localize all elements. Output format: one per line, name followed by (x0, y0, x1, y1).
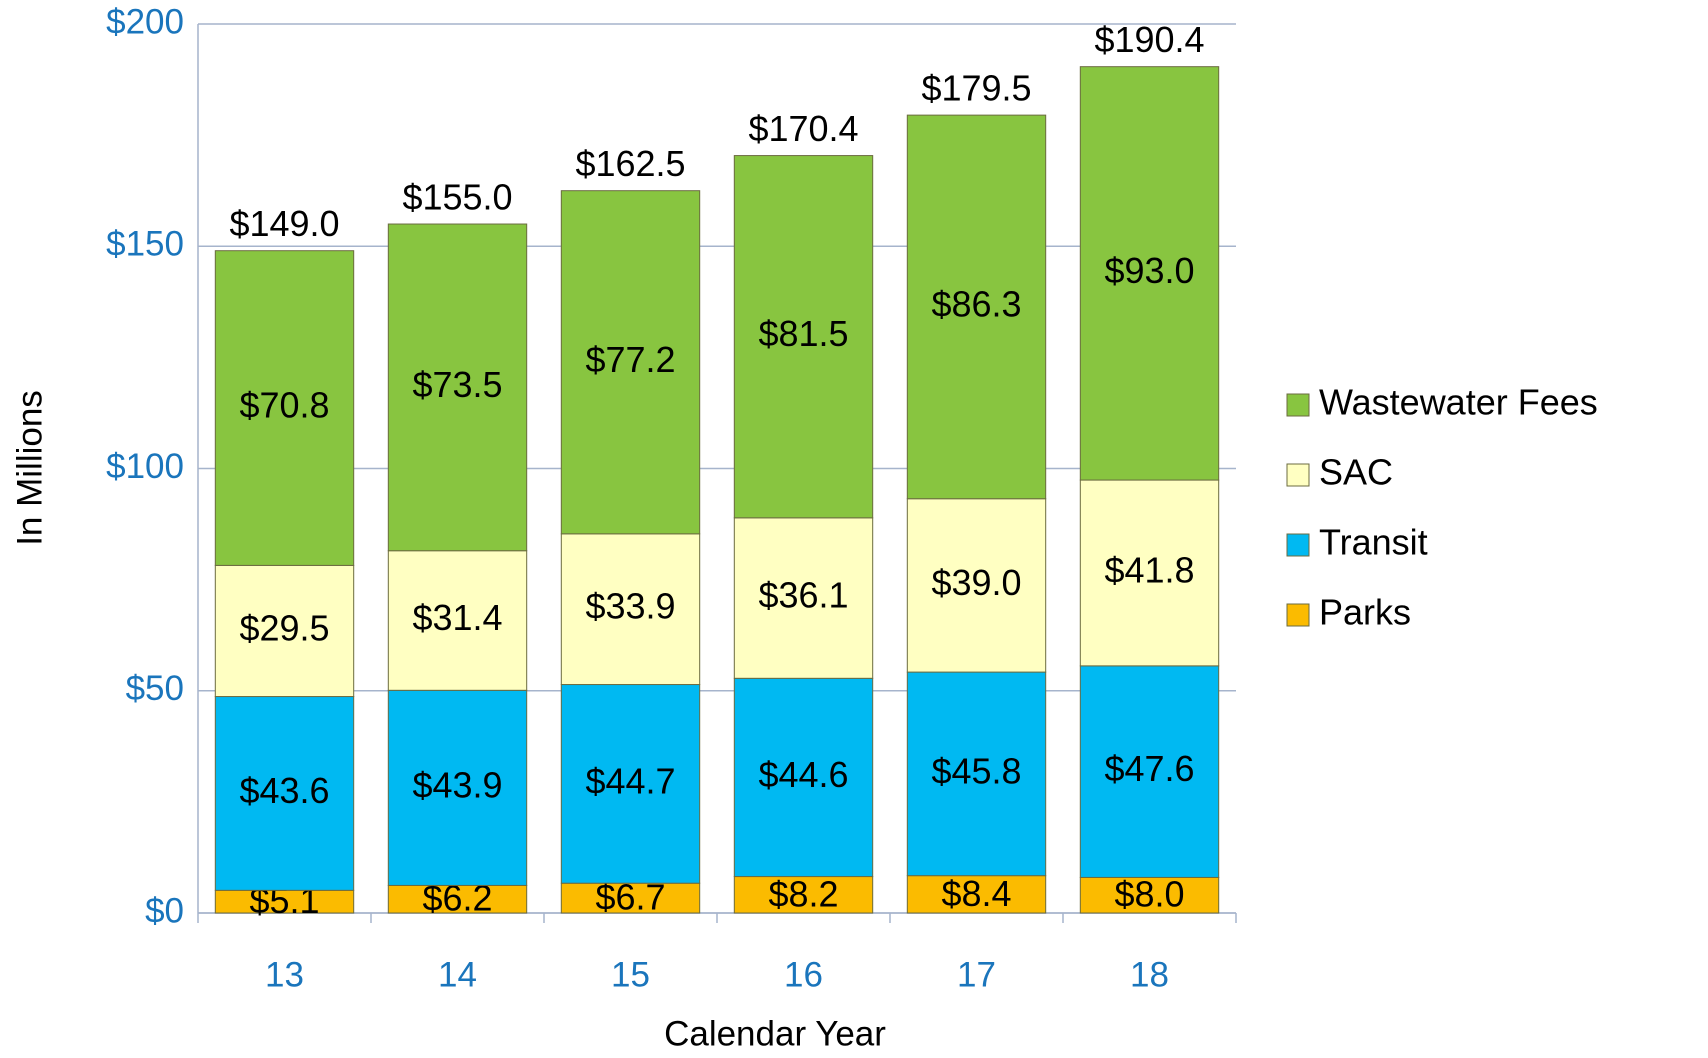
total-label: $149.0 (229, 203, 339, 244)
bar-segment (560, 684, 701, 884)
data-label: $8.4 (941, 873, 1011, 914)
bar-segment (560, 190, 701, 535)
legend-swatch (1286, 393, 1310, 417)
bar-segment (733, 876, 874, 914)
total-label: $162.5 (575, 143, 685, 184)
data-label: $39.0 (931, 562, 1021, 603)
data-label: $44.6 (758, 754, 848, 795)
x-tick-label: 14 (438, 955, 477, 994)
bar-segment (214, 564, 355, 698)
data-label: $43.9 (412, 764, 502, 805)
bar-segment (733, 517, 874, 679)
bar-segment (733, 155, 874, 519)
total-label: $190.4 (1094, 19, 1204, 60)
total-label: $179.5 (921, 68, 1031, 109)
x-tick-label: 18 (1130, 955, 1169, 994)
data-label: $8.2 (768, 873, 838, 914)
data-label: $70.8 (239, 385, 329, 426)
bar-segment (1079, 665, 1220, 878)
data-label: $33.9 (585, 586, 675, 627)
data-label: $8.0 (1114, 874, 1184, 915)
bar-segment (560, 533, 701, 686)
legend-swatch (1286, 463, 1310, 487)
y-tick-label: $200 (106, 2, 184, 41)
y-tick-label: $150 (106, 225, 184, 264)
data-label: $31.4 (412, 597, 502, 638)
bar-segment (906, 671, 1047, 877)
bar-segment (214, 696, 355, 891)
total-label: $170.4 (748, 108, 858, 149)
bar-segment (387, 223, 528, 552)
bar-segment (214, 250, 355, 566)
data-label: $45.8 (931, 750, 1021, 791)
data-label: $29.5 (239, 607, 329, 648)
y-axis-label: In Millions (10, 390, 49, 546)
legend-label: Wastewater Fees (1319, 382, 1598, 423)
bar-segment (387, 550, 528, 691)
legend-label: Transit (1319, 522, 1428, 563)
data-label: $81.5 (758, 313, 848, 354)
data-label: $77.2 (585, 339, 675, 380)
data-label: $93.0 (1104, 250, 1194, 291)
bar-segment (906, 498, 1047, 673)
legend-label: SAC (1319, 452, 1393, 493)
x-tick-label: 17 (957, 955, 996, 994)
data-label: $44.7 (585, 760, 675, 801)
bar-segment (387, 689, 528, 886)
data-label: $41.8 (1104, 549, 1194, 590)
x-tick-label: 15 (611, 955, 650, 994)
data-label: $36.1 (758, 575, 848, 616)
x-tick-label: 16 (784, 955, 823, 994)
bar-segment (560, 882, 701, 914)
data-label: $47.6 (1104, 748, 1194, 789)
bar-segment (733, 677, 874, 878)
bar-segment (1079, 479, 1220, 667)
bar-segment (1079, 66, 1220, 481)
total-label: $155.0 (402, 177, 512, 218)
data-label: $43.6 (239, 770, 329, 811)
data-label: $86.3 (931, 283, 1021, 324)
x-axis-label: Calendar Year (664, 1014, 886, 1053)
y-tick-label: $0 (145, 891, 184, 930)
data-label: $73.5 (412, 364, 502, 405)
bar-segment (1079, 876, 1220, 914)
bar-segment (387, 884, 528, 914)
bar-segment (906, 114, 1047, 500)
y-tick-label: $50 (126, 669, 184, 708)
legend-swatch (1286, 603, 1310, 627)
x-tick-label: 13 (265, 955, 304, 994)
y-tick-label: $100 (106, 447, 184, 486)
legend-label: Parks (1319, 592, 1411, 633)
legend-swatch (1286, 533, 1310, 557)
